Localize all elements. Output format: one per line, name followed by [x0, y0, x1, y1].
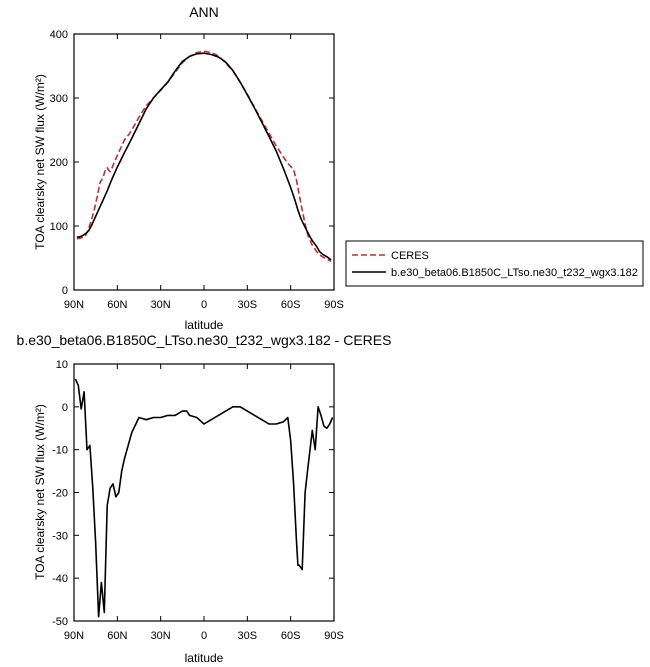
- x-tick-label: 30S: [238, 299, 258, 311]
- chart-title: b.e30_beta06.B1850C_LTso.ne30_t232_wgx3.…: [17, 332, 392, 348]
- axes-group: 90N 60N 30N 0 30S 60S 90S 0 100 200 300 400: [50, 29, 344, 311]
- x-tick-label: 60S: [281, 299, 301, 311]
- chart-title: ANN: [189, 4, 219, 20]
- series-line-b-e30-beta06-b1850c-ltso-ne30-t232-wgx3-182: [76, 52, 332, 261]
- y-tick-label: 0: [62, 402, 68, 414]
- legend-label-ceres: CERES: [391, 250, 429, 262]
- y-tick-label: 100: [50, 221, 68, 233]
- x-axis-label: latitude: [185, 651, 224, 665]
- series-line-difference: [74, 378, 334, 618]
- y-tick-label: 300: [50, 93, 68, 105]
- y-tick-label: 200: [50, 157, 68, 169]
- y-tick-label: 10: [56, 359, 68, 371]
- x-tick-label: 90N: [64, 299, 84, 311]
- plot-frame: [73, 33, 335, 291]
- x-axis-label: latitude: [185, 318, 224, 332]
- x-tick-label: 90S: [324, 299, 344, 311]
- x-tick-label: 30S: [238, 630, 258, 642]
- plot-frame: [73, 363, 335, 622]
- series-group: [76, 50, 332, 262]
- y-tick-label: 400: [50, 29, 68, 41]
- bottom-panel: b.e30_beta06.B1850C_LTso.ne30_t232_wgx3.…: [17, 332, 392, 665]
- x-tick-label: 30N: [151, 630, 171, 642]
- y-tick-label: 0: [62, 285, 68, 297]
- y-tick-label: -40: [52, 573, 68, 585]
- series-line-ceres: [76, 50, 332, 262]
- x-tick-label: 90S: [324, 630, 344, 642]
- x-tick-label: 60N: [107, 299, 127, 311]
- series-group: [74, 378, 334, 618]
- legend: CERES b.e30_beta06.B1850C_LTso.ne30_t232…: [345, 240, 644, 287]
- x-tick-label: 0: [201, 299, 207, 311]
- y-tick-label: -30: [52, 530, 68, 542]
- x-tick-label: 60S: [281, 630, 301, 642]
- x-tick-label: 0: [201, 630, 207, 642]
- y-tick-label: -10: [52, 445, 68, 457]
- top-panel: ANN 90N 60N 30N 0 30S 60S 90S 0 100 200 300 400 lat…: [33, 4, 344, 332]
- y-tick-label: -50: [52, 616, 68, 628]
- y-tick-label: -20: [52, 488, 68, 500]
- legend-label-model: b.e30_beta06.B1850C_LTso.ne30_t232_wgx3.…: [391, 267, 638, 279]
- y-axis-label: TOA clearsky net SW flux (W/m²): [33, 74, 47, 250]
- x-tick-label: 90N: [64, 630, 84, 642]
- x-tick-label: 60N: [107, 630, 127, 642]
- axes-group: 90N 60N 30N 0 30S 60S 90S -50 -40 -30 -20 -10 0 10: [52, 359, 344, 642]
- y-axis-label: TOA clearsky net SW flux (W/m²): [33, 404, 47, 580]
- legend-box: [345, 240, 644, 287]
- x-tick-label: 30N: [151, 299, 171, 311]
